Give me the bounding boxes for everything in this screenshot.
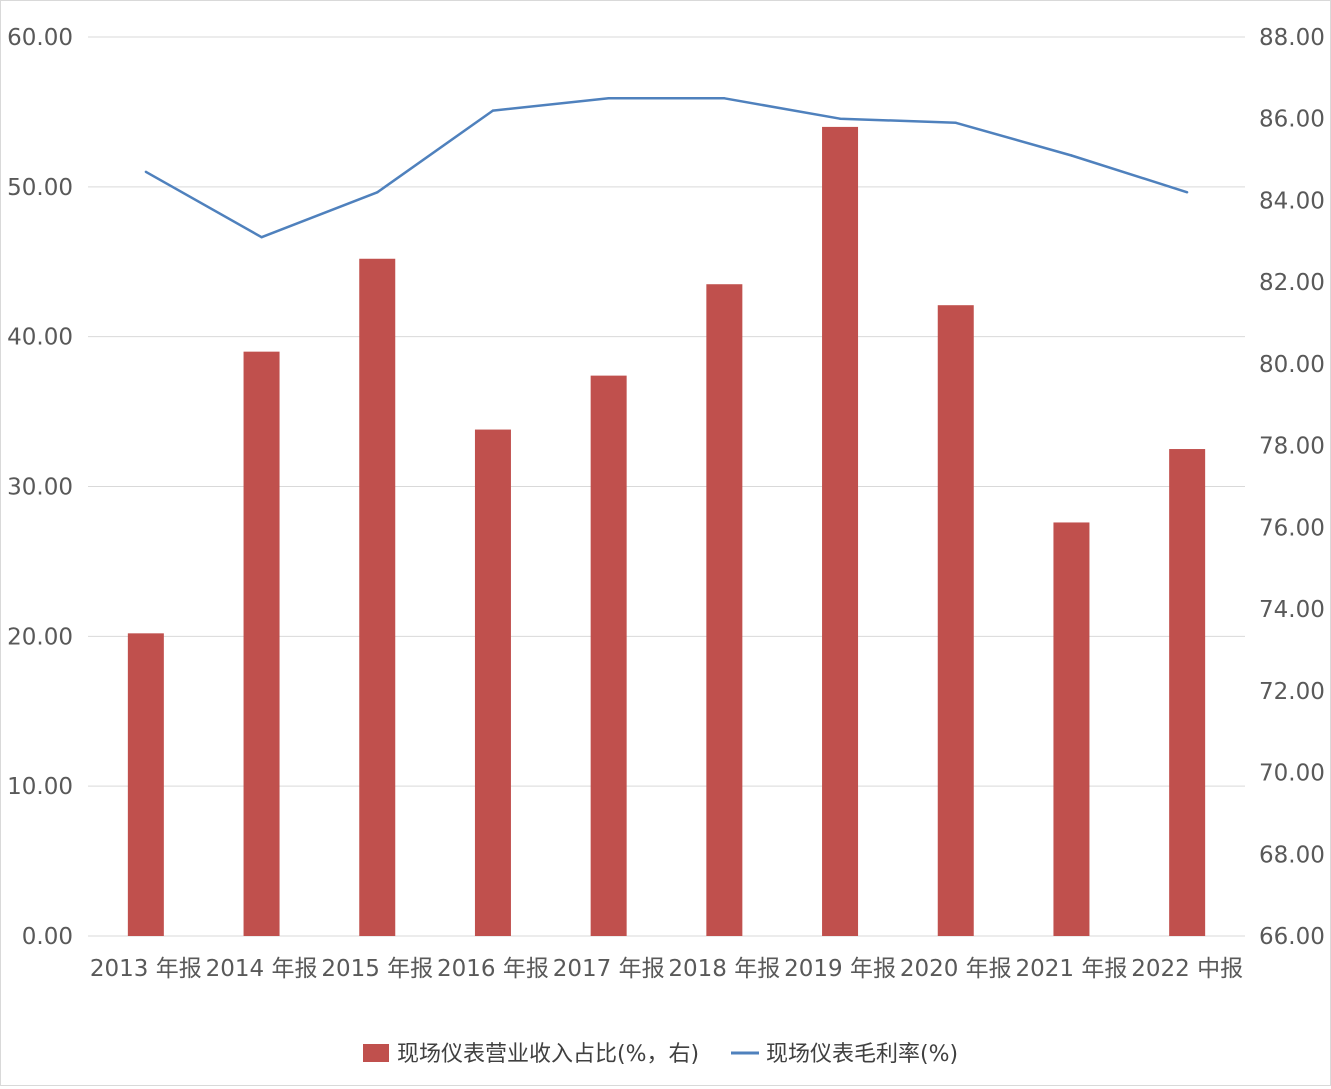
legend-swatch-bar (363, 1044, 389, 1062)
y-right-tick-label: 80.00 (1259, 352, 1325, 378)
line-point (607, 97, 610, 100)
bar (1053, 522, 1090, 936)
legend-label-line: 现场仪表毛利率(%) (766, 1042, 958, 1067)
x-axis: 2013 年报 2014 年报 2015 年报 2016 年报 2017 年报 2018 … (90, 956, 1243, 982)
bar (359, 258, 396, 937)
y-right-tick-label: 84.00 (1259, 188, 1325, 214)
bar (1169, 449, 1206, 936)
left-axis: 0.00 10.00 20.00 30.00 40.00 50.00 60.00 (7, 25, 73, 950)
y-right-tick-label: 86.00 (1259, 107, 1325, 133)
y-right-tick-label: 66.00 (1259, 924, 1325, 950)
line-point (723, 97, 726, 100)
gridlines (88, 36, 1245, 937)
line-point (144, 170, 148, 174)
y-left-tick-label: 40.00 (7, 325, 73, 351)
line-path (145, 97, 1188, 239)
bar-series (127, 126, 1206, 937)
x-tick-label: 2015 年报 (321, 956, 433, 982)
y-left-tick-label: 30.00 (7, 475, 73, 501)
y-left-tick-label: 0.00 (22, 924, 73, 950)
right-axis: 66.00 68.00 70.00 72.00 74.00 76.00 78.00 80.00… (1259, 25, 1325, 950)
y-right-tick-label: 82.00 (1259, 270, 1325, 296)
line-series (144, 97, 1189, 239)
line-point (838, 117, 842, 120)
y-right-tick-label: 74.00 (1259, 597, 1325, 623)
line-point (1070, 154, 1073, 157)
x-tick-label: 2021 年报 (1016, 956, 1128, 982)
y-right-tick-label: 68.00 (1259, 842, 1325, 868)
y-left-tick-label: 50.00 (7, 175, 73, 201)
y-left-tick-label: 20.00 (7, 624, 73, 650)
bar (822, 126, 859, 936)
x-tick-label: 2022 中报 (1131, 956, 1243, 982)
y-right-tick-label: 78.00 (1259, 434, 1325, 460)
y-left-tick-label: 60.00 (7, 25, 73, 51)
legend: 现场仪表营业收入占比(%，右) 现场仪表毛利率(%) (363, 1042, 958, 1067)
y-right-tick-label: 88.00 (1259, 25, 1325, 51)
bar (590, 375, 627, 937)
legend-label-bar: 现场仪表营业收入占比(%，右) (397, 1042, 699, 1067)
line-point (376, 191, 379, 194)
bar (706, 284, 743, 937)
x-tick-label: 2016 年报 (437, 956, 549, 982)
y-right-tick-label: 70.00 (1259, 761, 1325, 787)
x-tick-label: 2014 年报 (206, 956, 318, 982)
line-point (954, 121, 957, 125)
x-tick-label: 2020 年报 (900, 956, 1012, 982)
y-left-tick-label: 10.00 (7, 774, 73, 800)
y-right-tick-label: 72.00 (1259, 679, 1325, 705)
bar (937, 305, 974, 936)
x-tick-label: 2019 年报 (784, 956, 896, 982)
bar (127, 633, 164, 936)
line-point (1185, 191, 1189, 194)
bar (474, 429, 511, 936)
x-tick-label: 2017 年报 (553, 956, 665, 982)
y-right-tick-label: 76.00 (1259, 515, 1325, 541)
x-tick-label: 2018 年报 (668, 956, 780, 982)
x-tick-label: 2013 年报 (90, 956, 202, 982)
bar (243, 351, 280, 936)
line-point (491, 109, 495, 112)
line-point (260, 236, 263, 239)
